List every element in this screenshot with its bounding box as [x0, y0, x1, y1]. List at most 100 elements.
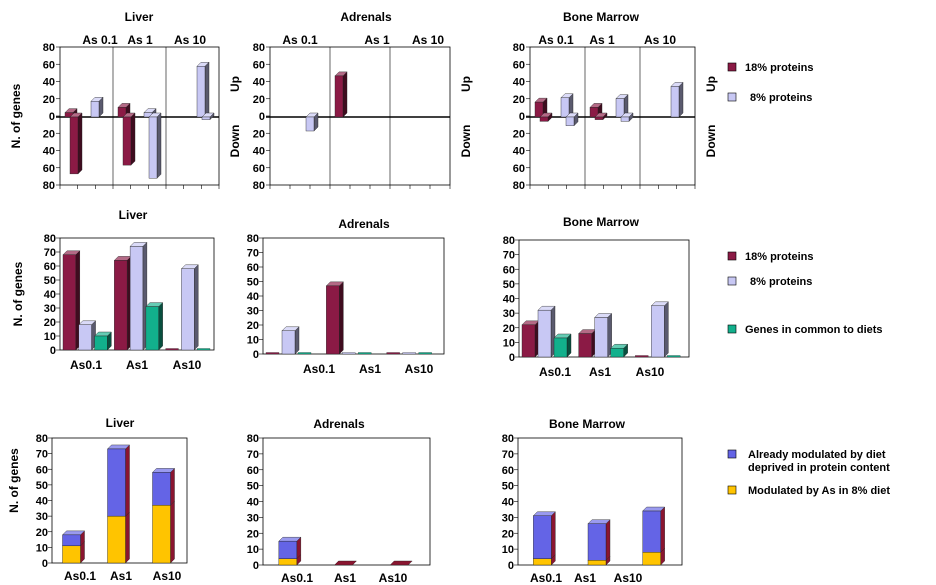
- y-tick-label: 40: [502, 497, 514, 509]
- category-label: As 10: [644, 33, 676, 47]
- bar-already-modulated-by-diet-deprived-in-protein-content-as0-1-top: [62, 530, 85, 536]
- y-tick-label: 80: [44, 233, 56, 245]
- bar-8-proteins-as-0-1-down: [305, 116, 315, 132]
- y-tick-label: 80: [43, 180, 55, 192]
- legend-swatch-modulated-by-as: [727, 485, 737, 495]
- y-tick-label: 60: [247, 465, 259, 477]
- down-label: Down: [704, 125, 718, 158]
- y-tick-label: 40: [247, 291, 259, 303]
- bar-8-proteins-as0-1: [78, 324, 92, 351]
- y-tick-label: 60: [253, 59, 265, 71]
- y-tick-label: 60: [44, 261, 56, 273]
- legend-swatch-8-proteins: [727, 92, 737, 102]
- bar-already-modulated-by-diet-deprived-in-protein-content-as1: [107, 448, 126, 517]
- bar-8-proteins-as-0-1-up: [560, 97, 570, 118]
- bar-18-proteins-as-0-1-down-side: [77, 112, 83, 175]
- y-tick-label: 10: [247, 544, 259, 556]
- category-label: As0.1: [281, 571, 313, 585]
- legend-swatch-already-modulated: [727, 449, 737, 459]
- chart-title: Adrenals: [313, 417, 365, 431]
- bar-18-proteins-as10: [386, 352, 400, 355]
- bar-8-proteins-as1: [129, 246, 144, 351]
- legend-label-genes-in-common: Genes in common to diets: [745, 324, 883, 336]
- bar-modulated-by-as-in-8-diet-as1-side: [125, 511, 130, 564]
- category-label: As0.1: [64, 569, 96, 583]
- bar-already-modulated-by-diet-deprived-in-protein-content-as10: [152, 472, 171, 506]
- bar-modulated-by-as-in-8-diet-as0-1: [278, 558, 298, 566]
- y-tick-label: 70: [36, 449, 48, 461]
- bar-already-modulated-by-diet-deprived-in-protein-content-as1-side: [605, 519, 611, 561]
- y-tick-label: 80: [502, 433, 514, 445]
- bar-18-proteins-as-1-up: [334, 75, 344, 118]
- bar-18-proteins-as10: [635, 355, 649, 358]
- chart-title: Bone Marrow: [563, 215, 640, 229]
- bar-already-modulated-by-diet-deprived-in-protein-content-as1-top: [107, 444, 130, 450]
- legend-label-18-proteins: 18% proteins: [745, 62, 813, 74]
- bar-18-proteins-as-0-1-down: [539, 116, 549, 122]
- down-label: Down: [459, 125, 473, 158]
- bar-genes-in-common-to-diets-as1: [145, 306, 159, 351]
- category-label: As1: [126, 358, 148, 372]
- bar-modulated-by-as-in-8-diet-as10-side: [170, 500, 175, 564]
- bar-18-proteins-as-1-down: [594, 116, 604, 120]
- bar-8-proteins-as-10-up-side: [678, 81, 684, 118]
- y-tick-label: 40: [43, 146, 55, 158]
- chart-row1-adrenals: 80 60 40 20 0 20 40 60 80 Adrenals As 0.1 As 1 As 10…: [253, 10, 473, 192]
- legend-label-already-modulated: Already modulated by diet deprived in pr…: [748, 449, 890, 474]
- category-label: As 1: [127, 33, 153, 47]
- category-label: As 10: [174, 33, 206, 47]
- bar-genes-in-common-to-diets-as0-1: [553, 337, 568, 358]
- y-tick-label: 80: [253, 180, 265, 192]
- category-label: As0.1: [70, 358, 102, 372]
- y-tick-label: 0: [253, 349, 259, 361]
- y-tick-label: 0: [49, 111, 55, 123]
- category-label: As10: [405, 362, 434, 376]
- y-tick-label: 20: [502, 528, 514, 540]
- bar-8-proteins-as-10-down: [201, 116, 211, 120]
- y-tick-label: 70: [247, 248, 259, 260]
- y-tick-label: 60: [253, 163, 265, 175]
- y-tick-label: 0: [50, 345, 56, 357]
- up-label: Up: [459, 76, 473, 92]
- up-label: Up: [704, 76, 718, 92]
- bar-8-proteins-as-1-down: [148, 116, 158, 179]
- y-tick-label: 0: [253, 560, 259, 572]
- bar-8-proteins-as10-side: [664, 301, 669, 358]
- y-tick-label: 60: [43, 59, 55, 71]
- chart-title: Adrenals: [338, 217, 390, 231]
- y-tick-label: 70: [502, 449, 514, 461]
- bar-18-proteins-as-1-up: [589, 107, 599, 118]
- legend-row2: 18% proteins 8% proteins Genes in common…: [727, 251, 883, 336]
- bar-already-modulated-by-diet-deprived-in-protein-content-as10: [642, 510, 661, 553]
- bar-empty-as1: [334, 560, 357, 566]
- y-axis-label: N. of genes: [11, 261, 25, 326]
- y-tick-label: 30: [247, 512, 259, 524]
- bar-already-modulated-by-diet-deprived-in-protein-content-as0-1-top: [532, 511, 556, 516]
- bar-already-modulated-by-diet-deprived-in-protein-content-as10-top: [642, 506, 666, 512]
- y-tick-label: 60: [247, 262, 259, 274]
- category-label: As 0.1: [538, 33, 574, 47]
- bar-18-proteins-as0-1: [265, 352, 280, 355]
- category-label: As 1: [589, 33, 615, 47]
- y-tick-label: 80: [503, 235, 515, 247]
- bar-modulated-by-as-in-8-diet-as0-1: [533, 558, 552, 566]
- y-tick-label: 0: [259, 111, 265, 123]
- bar-8-proteins-as10-side: [194, 264, 199, 351]
- legend-row3: Already modulated by diet deprived in pr…: [727, 449, 890, 497]
- chart-title: Bone Marrow: [549, 417, 626, 431]
- bar-8-proteins-as10: [651, 305, 665, 358]
- category-label: As10: [173, 358, 202, 372]
- y-tick-label: 10: [503, 337, 515, 349]
- y-tick-label: 60: [502, 465, 514, 477]
- legend-swatch-18-proteins: [727, 251, 737, 261]
- category-label: As0.1: [530, 571, 562, 585]
- y-axis-label: N. of genes: [9, 83, 23, 148]
- category-label: As 0.1: [282, 33, 318, 47]
- bar-already-modulated-by-diet-deprived-in-protein-content-as10-side: [660, 506, 665, 553]
- chart-title: Liver: [119, 208, 148, 222]
- chart-row2-adrenals: 0 10 20 30 40 50 60 70 80 Adrenals As0.1 As1 As10: [247, 217, 445, 376]
- bar-8-proteins-as-1-down: [620, 116, 630, 122]
- y-tick-label: 60: [43, 163, 55, 175]
- category-label: As10: [379, 571, 408, 585]
